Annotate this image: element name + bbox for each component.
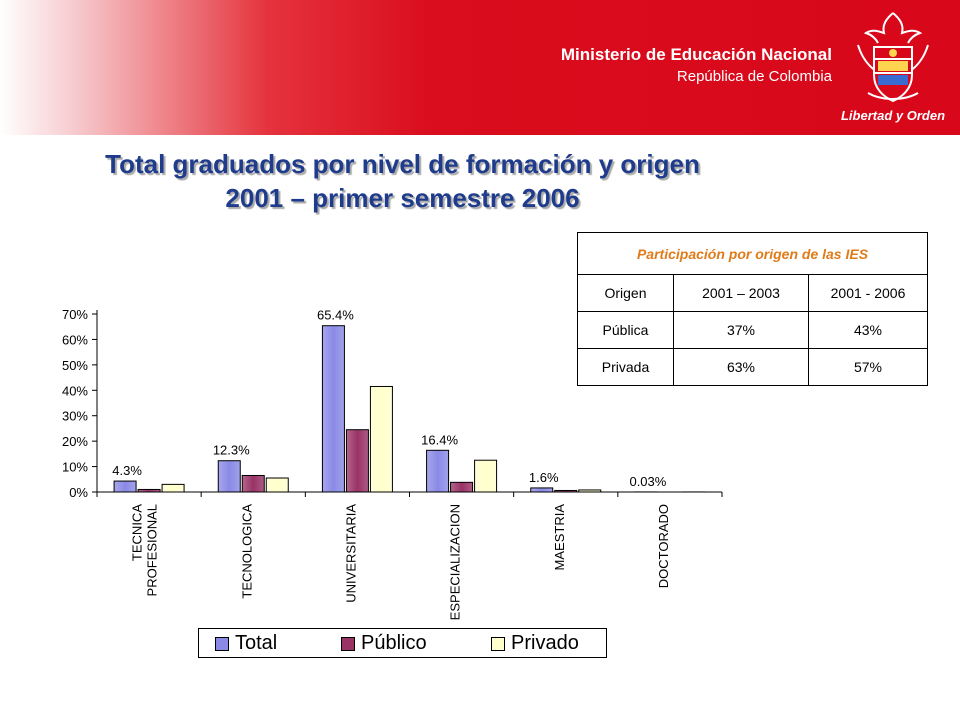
legend-label-privado: Privado xyxy=(511,632,579,654)
category-label: ESPECIALIZACION xyxy=(448,504,463,620)
legend-label-total: Total xyxy=(235,632,278,654)
bar-privado-2 xyxy=(369,385,393,493)
data-label: 1.6% xyxy=(529,470,559,485)
category-label: MAESTRIA xyxy=(552,504,567,571)
ministry-block: Ministerio de Educación Nacional Repúbli… xyxy=(561,44,832,88)
cell-publica-2001-2003: 37% xyxy=(673,311,809,349)
bar-privado-0 xyxy=(161,483,185,493)
bar-público-2 xyxy=(345,429,369,493)
y-tick-label: 30% xyxy=(62,409,88,424)
y-tick-label: 60% xyxy=(62,332,88,347)
title-line-2: 2001 – primer semestre 2006 xyxy=(225,183,580,213)
row-label-privada: Privada xyxy=(577,348,674,386)
y-tick-label: 40% xyxy=(62,383,88,398)
column-header-origin: Origen xyxy=(577,274,674,312)
bar-privado-1 xyxy=(265,477,289,493)
participation-table: Participación por origen de las IES Orig… xyxy=(577,232,928,386)
row-label-publica: Pública xyxy=(577,311,674,349)
bar-público-0 xyxy=(137,488,161,493)
bar-total-0 xyxy=(113,480,137,493)
title-line-1: Total graduados por nivel de formación y… xyxy=(105,149,700,179)
y-tick-label: 70% xyxy=(62,307,88,322)
y-tick-label: 0% xyxy=(69,485,88,500)
y-tick-label: 10% xyxy=(62,460,88,475)
data-label: 12.3% xyxy=(213,443,250,458)
legend-swatch-total xyxy=(215,637,229,651)
data-label: 65.4% xyxy=(317,308,354,323)
bar-público-4 xyxy=(554,489,578,493)
cell-privada-2001-2003: 63% xyxy=(673,348,809,386)
table-row: Privada 63% 57% xyxy=(577,348,928,386)
y-tick-label: 20% xyxy=(62,434,88,449)
category-label: DOCTORADO xyxy=(656,504,671,588)
category-label: TECNICA xyxy=(130,504,145,561)
data-label: 4.3% xyxy=(112,463,142,478)
legend-swatch-privado xyxy=(491,637,505,651)
data-label: 0.03% xyxy=(629,474,666,489)
bar-público-3 xyxy=(450,481,474,493)
ministry-name: Ministerio de Educación Nacional xyxy=(560,45,832,64)
header-banner xyxy=(0,0,960,135)
category-label: UNIVERSITARIA xyxy=(343,504,358,603)
bar-total-3 xyxy=(426,449,450,493)
bar-público-1 xyxy=(241,474,265,493)
cell-privada-2001-2006: 57% xyxy=(808,348,928,386)
bar-privado-4 xyxy=(578,489,602,493)
country-name: República de Colombia xyxy=(676,68,832,85)
column-header-2001-2006: 2001 - 2006 xyxy=(808,274,928,312)
coat-of-arms-logo xyxy=(857,12,929,103)
legend-swatch-publico xyxy=(341,637,355,651)
bar-total-2 xyxy=(321,325,345,493)
data-label: 16.4% xyxy=(421,432,458,447)
bar-privado-3 xyxy=(474,459,498,493)
page-title: Total graduados por nivel de formación y… xyxy=(0,147,805,215)
bar-total-1 xyxy=(217,460,241,493)
category-label: TECNOLOGICA xyxy=(239,504,254,599)
logo-caption: Libertad y Orden xyxy=(840,108,946,123)
legend-label-publico: Público xyxy=(361,632,427,654)
chart-legend: Total Público Privado xyxy=(198,628,607,658)
bar-total-4 xyxy=(530,487,554,493)
cell-publica-2001-2006: 43% xyxy=(808,311,928,349)
table-heading: Participación por origen de las IES xyxy=(577,232,928,275)
category-label: PROFESIONAL xyxy=(145,504,160,596)
y-tick-label: 50% xyxy=(62,358,88,373)
table-row: Pública 37% 43% xyxy=(577,311,928,349)
